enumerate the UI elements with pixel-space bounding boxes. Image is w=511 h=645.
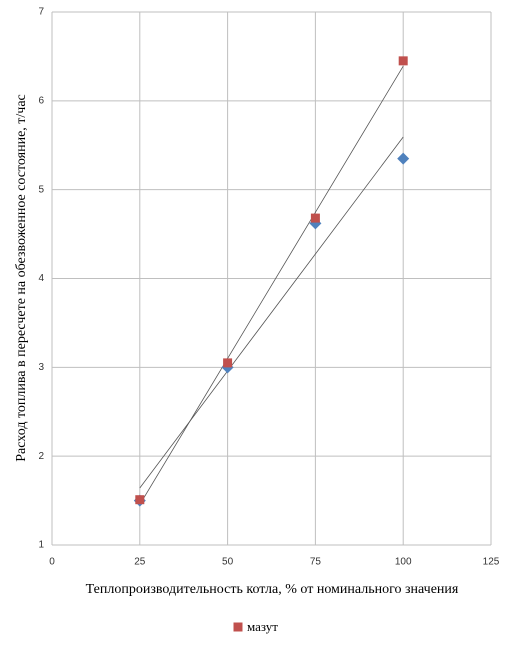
data-point — [223, 358, 233, 368]
x-tick-label: 50 — [222, 557, 234, 568]
y-axis-label: Расход топлива в пересчете на обезвоженн… — [14, 94, 29, 462]
legend-label: мазут — [247, 619, 278, 634]
trendline — [139, 65, 404, 505]
y-tick-label: 2 — [38, 451, 44, 462]
x-tick-label: 125 — [483, 557, 500, 568]
y-tick-label: 5 — [38, 184, 44, 195]
x-tick-label: 75 — [310, 557, 322, 568]
y-tick-label: 6 — [38, 95, 44, 106]
x-axis-label: Теплопроизводительность котла, % от номи… — [86, 582, 459, 597]
x-tick-label: 100 — [395, 557, 412, 568]
y-tick-label: 3 — [38, 362, 44, 373]
data-point — [310, 213, 320, 223]
y-tick-label: 1 — [38, 540, 44, 551]
x-tick-label: 25 — [134, 557, 146, 568]
y-tick-label: 4 — [38, 273, 44, 284]
y-tick-label: 7 — [38, 7, 44, 18]
data-point — [397, 152, 410, 165]
x-tick-label: 0 — [49, 557, 55, 568]
trendline — [139, 136, 404, 489]
data-point — [398, 56, 408, 66]
legend-marker — [233, 622, 243, 632]
data-point — [135, 495, 145, 505]
